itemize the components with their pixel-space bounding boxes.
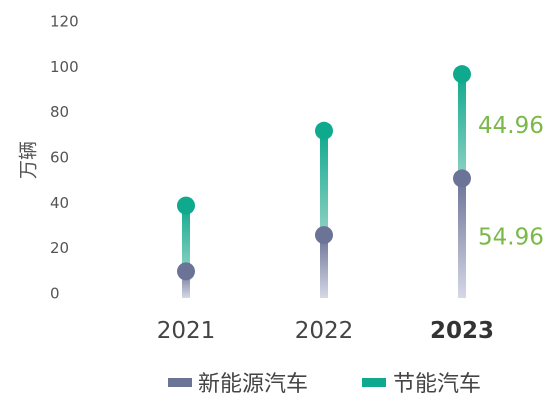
stem-new-energy-2023 <box>458 178 466 298</box>
y-tick-label: 120 <box>50 13 79 31</box>
stem-new-energy-2021 <box>182 271 190 298</box>
stem-energy-saving-2023 <box>458 74 466 179</box>
y-axis-label: 万辆 <box>18 141 40 179</box>
legend-swatch-new-energy <box>168 378 192 387</box>
legend-item-new-energy[interactable]: 新能源汽车 <box>168 372 308 395</box>
point-new-energy-2023[interactable] <box>453 169 471 188</box>
y-tick-label: 0 <box>50 285 60 303</box>
legend-label-new-energy: 新能源汽车 <box>198 372 308 395</box>
y-tick-label: 20 <box>50 239 69 257</box>
legend-item-energy-saving[interactable]: 节能汽车 <box>362 372 481 395</box>
point-new-energy-2022[interactable] <box>315 226 333 245</box>
y-tick-label: 100 <box>50 58 79 76</box>
y-tick-label: 40 <box>50 194 69 212</box>
point-energy-saving-2021[interactable] <box>177 196 195 215</box>
series-points <box>177 65 471 281</box>
point-energy-saving-2022[interactable] <box>315 121 333 140</box>
stem-energy-saving-2022 <box>320 130 328 236</box>
x-category-label: 2021 <box>157 318 216 344</box>
y-tick-label: 60 <box>50 149 69 167</box>
data-label: 44.96 <box>478 113 544 139</box>
data-annotations: 44.96 54.96 <box>478 113 544 251</box>
legend: 新能源汽车 节能汽车 <box>168 372 481 395</box>
x-category-label: 2023 <box>430 318 494 344</box>
y-axis-ticks: 0 20 40 60 80 100 120 <box>50 13 79 303</box>
stem-energy-saving-2021 <box>182 205 190 272</box>
y-tick-label: 80 <box>50 103 69 121</box>
legend-label-energy-saving: 节能汽车 <box>393 372 481 395</box>
series-stems <box>182 74 466 298</box>
x-category-label: 2022 <box>295 318 354 344</box>
legend-swatch-energy-saving <box>362 378 386 387</box>
point-new-energy-2021[interactable] <box>177 262 195 281</box>
point-energy-saving-2023[interactable] <box>453 65 471 84</box>
stem-new-energy-2022 <box>320 235 328 298</box>
x-axis-categories: 2021 2022 2023 <box>157 318 494 344</box>
data-label: 54.96 <box>478 225 544 251</box>
